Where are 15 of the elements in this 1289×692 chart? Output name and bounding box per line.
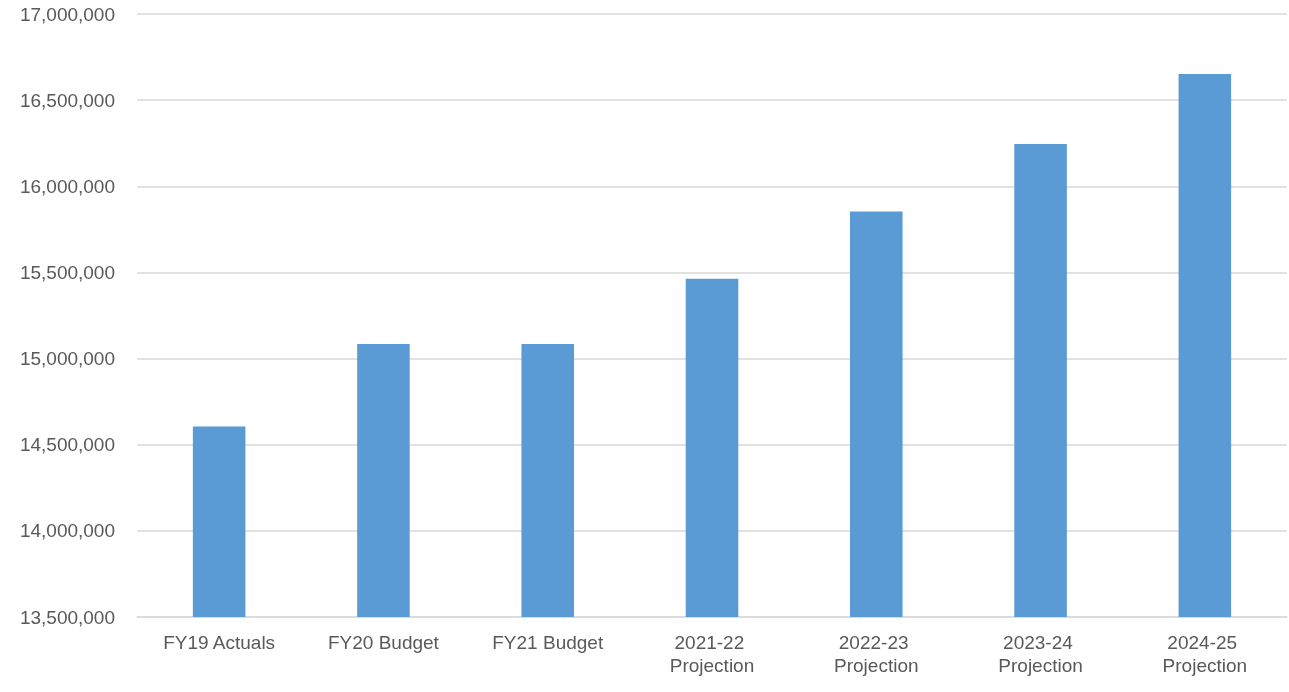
- x-tick-label: 2021-22 Projection: [669, 632, 755, 676]
- x-tick-label: 2024-25 Projection: [1162, 632, 1248, 676]
- x-tick-label: FY20 Budget: [327, 632, 440, 653]
- y-tick-label: 13,500,000: [19, 606, 115, 628]
- x-tick-label: FY19 Actuals: [163, 632, 276, 653]
- y-tick-label: 14,500,000: [19, 434, 115, 456]
- x-tick-label: 2022-23 Projection: [834, 632, 919, 676]
- y-tick-label: 14,000,000: [19, 520, 115, 542]
- x-tick-label: FY21 Budget: [492, 632, 604, 653]
- x-tick-label: 2023-24 Projection: [998, 632, 1083, 676]
- y-tick-label: 17,000,000: [19, 3, 115, 25]
- y-tick-label: 16,500,000: [19, 89, 115, 111]
- y-tick-label: 15,500,000: [19, 261, 115, 283]
- y-tick-label: 15,000,000: [19, 348, 115, 370]
- y-tick-label: 16,000,000: [19, 175, 115, 197]
